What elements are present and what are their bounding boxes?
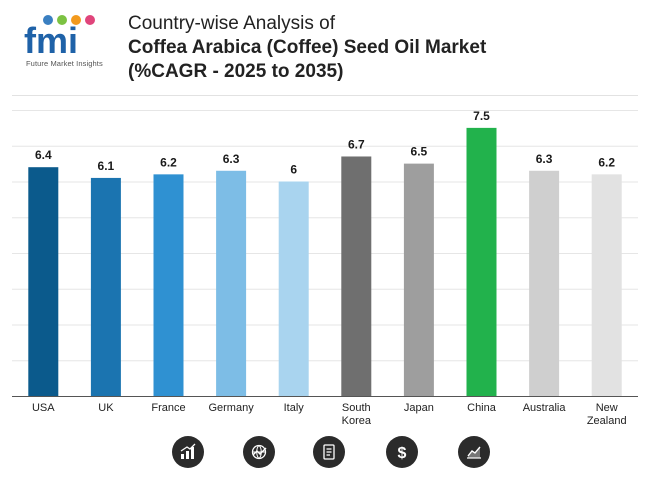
value-label-new-zealand: 6.2 [598, 155, 615, 169]
bar-china[interactable] [466, 127, 497, 396]
value-label-france: 6.2 [160, 155, 177, 169]
bar-chart: 6.4 USA 6.1 UK 6.2 France 6.3 Germany 6 Italy 6.7 S… [12, 109, 638, 427]
bar-australia[interactable] [529, 170, 560, 396]
svg-text:$: $ [398, 445, 407, 461]
category-label-china: China [467, 402, 497, 414]
value-label-germany: 6.3 [223, 152, 240, 166]
logo-text: fmi [24, 20, 78, 56]
title-line-1: Country-wise Analysis of [128, 13, 335, 34]
value-label-uk: 6.1 [98, 159, 115, 173]
value-label-usa: 6.4 [35, 148, 52, 162]
category-label-italy: Italy [284, 402, 305, 414]
bar-japan[interactable] [403, 163, 434, 396]
value-label-japan: 6.5 [411, 145, 428, 159]
value-label-italy: 6 [290, 163, 297, 177]
title-line-2: Coffea Arabica (Coffee) Seed Oil Market [128, 37, 487, 58]
line-chart-icon[interactable] [458, 436, 490, 468]
category-label-new-zealand: New Zealand [587, 402, 627, 427]
category-label-australia: Australia [523, 402, 567, 414]
bar-new-zealand[interactable] [591, 174, 622, 396]
category-label-japan: Japan [404, 402, 434, 414]
dollar-icon[interactable]: $ [386, 436, 418, 468]
footer-icons: $ [0, 436, 650, 472]
value-label-south-korea: 6.7 [348, 137, 365, 151]
fmi-logo-mark: fmi [24, 15, 95, 56]
bar-germany[interactable] [216, 170, 247, 396]
value-label-australia: 6.3 [536, 152, 553, 166]
fmi-logo[interactable]: fmi Future Market Insights [22, 12, 114, 74]
category-label-germany: Germany [208, 402, 254, 414]
logo-tagline: Future Market Insights [26, 59, 103, 68]
category-label-france: France [151, 402, 185, 414]
bar-uk[interactable] [90, 177, 121, 396]
chart-title: Country-wise Analysis of Coffea Arabica … [128, 12, 486, 84]
document-icon[interactable] [313, 436, 345, 468]
header: fmi Future Market Insights Country-wise … [0, 0, 650, 95]
chart-area: 6.4 USA 6.1 UK 6.2 France 6.3 Germany 6 Italy 6.7 S… [0, 100, 650, 435]
category-label-usa: USA [32, 402, 55, 414]
globe-trend-icon[interactable] [243, 436, 275, 468]
value-label-china: 7.5 [473, 109, 490, 123]
category-label-south-korea: South Korea [342, 402, 372, 427]
bar-growth-icon[interactable] [172, 436, 204, 468]
category-label-uk: UK [98, 402, 114, 414]
bar-south-korea[interactable] [341, 156, 372, 396]
title-line-3: (%CAGR - 2025 to 2035) [128, 61, 344, 82]
bar-usa[interactable] [28, 167, 59, 396]
bar-italy[interactable] [278, 181, 309, 397]
header-divider [12, 95, 638, 96]
bar-france[interactable] [153, 174, 184, 396]
